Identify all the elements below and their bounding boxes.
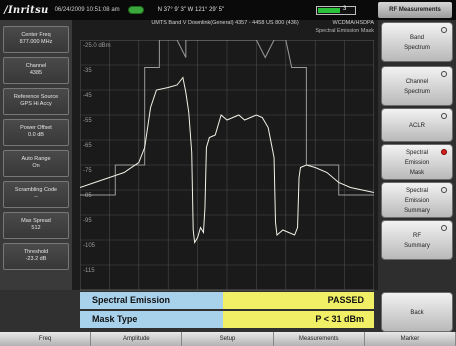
param-value: GPS Hi Accy <box>20 101 52 107</box>
param-value: 512 <box>31 225 41 231</box>
y-tick-label: -105 <box>83 243 96 249</box>
param-label: Auto Range <box>21 156 51 162</box>
softkey-label: Spectrum <box>404 89 430 95</box>
param-value: 0.0 dB <box>28 132 44 138</box>
softkey-label: Spectral <box>405 188 428 194</box>
param-value: 877.000 MHz <box>19 39 53 45</box>
softkey-label: Summary <box>404 243 430 249</box>
y-tick-label: -115 <box>83 268 95 274</box>
param-max-spread: Max Spread 512 <box>3 212 69 239</box>
softkey-label: Spectral <box>405 150 428 156</box>
softkey-back[interactable]: Back <box>381 292 453 332</box>
y-tick-label: -25.0 dBm <box>83 43 111 49</box>
result-value: PASSED <box>223 292 374 309</box>
active-indicator-icon <box>441 149 447 155</box>
softkey-label: Emission <box>404 198 430 204</box>
menu-title: RF Measurements <box>378 2 452 18</box>
param-value: -- <box>34 194 38 200</box>
menu-setup[interactable]: Setup <box>182 332 274 346</box>
band-line: UMTS Band V Downlink(General) 4357 - 445… <box>151 20 299 26</box>
result-row-emission: Spectral Emission PASSED <box>80 292 374 309</box>
indicator-icon <box>441 225 447 231</box>
softkey-label: Mask <box>409 170 425 176</box>
menu-marker[interactable]: Marker <box>364 332 456 346</box>
results-table: Spectral Emission PASSED Mask Type P < 3… <box>80 292 374 330</box>
result-row-mask-type: Mask Type P < 31 dBm <box>80 311 374 328</box>
battery-label: 3 <box>343 6 347 12</box>
softkey-panel: Band Spectrum Channel Spectrum ACLR Spectral E… <box>378 20 456 332</box>
menu-amplitude[interactable]: Amplitude <box>91 332 183 346</box>
softkey-label: Summary <box>404 208 430 214</box>
param-auto-range: Auto Range On <box>3 150 69 177</box>
param-label: Power Offset <box>20 125 52 131</box>
emission-mask-line <box>80 40 374 196</box>
indicator-icon <box>441 71 447 77</box>
spectrum-trace <box>80 76 374 245</box>
y-tick-label: -85 <box>83 193 92 199</box>
param-center-freq: Center Freq 877.000 MHz <box>3 26 69 53</box>
softkey-label: Emission <box>404 160 430 166</box>
softkey-label: Back <box>410 310 424 316</box>
indicator-icon <box>441 113 447 119</box>
softkey-band-spectrum[interactable]: Band Spectrum <box>381 22 453 62</box>
result-label: Spectral Emission <box>80 292 223 309</box>
param-label: Reference Source <box>13 94 59 100</box>
gps-status-icon <box>127 6 144 14</box>
softkey-label: Channel <box>405 79 429 85</box>
y-tick-label: -75 <box>83 168 92 174</box>
gps-coordinates: N 37° 9' 3" W 121° 29' 5" <box>157 7 225 13</box>
param-label: Channel <box>25 63 47 69</box>
spectral-emission-plot: -25.0 dBm -35 -45 -55 -65 -75 -85 -95 -105 -115 <box>80 40 374 291</box>
graph-area: UMTS Band V Downlink(General) 4357 - 445… <box>72 20 378 291</box>
softkey-channel-spectrum[interactable]: Channel Spectrum <box>381 66 453 106</box>
softkey-aclr[interactable]: ACLR <box>381 108 453 142</box>
softkey-label: Band <box>409 35 424 41</box>
indicator-icon <box>441 187 447 193</box>
param-power-offset: Power Offset 0.0 dB <box>3 119 69 146</box>
param-label: Scrambling Code <box>14 187 58 193</box>
result-value: P < 31 dBm <box>223 311 374 328</box>
param-threshold: Threshold -23.2 dB <box>3 243 69 270</box>
parameter-panel: Center Freq 877.000 MHz Channel 4385 Referen… <box>0 20 72 290</box>
param-scrambling-code: Scrambling Code -- <box>3 181 69 208</box>
param-value: On <box>32 163 40 169</box>
y-tick-label: -45 <box>83 93 92 99</box>
softkey-rf-summary[interactable]: RF Summary <box>381 220 453 260</box>
battery-fill <box>318 8 340 13</box>
y-tick-label: -65 <box>83 143 92 149</box>
indicator-icon <box>441 27 447 33</box>
softkey-label: ACLR <box>408 123 425 129</box>
battery-icon: 3 <box>316 6 356 15</box>
param-label: Max Spread <box>21 218 51 224</box>
bottom-menu: Freq Amplitude Setup Measurements Marker <box>0 332 456 346</box>
y-tick-label: -55 <box>83 118 92 124</box>
brand-logo: /Inritsu <box>4 4 49 16</box>
date-time: 06/24/2009 10:51:08 am <box>54 7 120 13</box>
softkey-label: Spectrum <box>404 45 430 51</box>
param-label: Threshold <box>23 249 49 255</box>
softkey-spectral-emission-mask[interactable]: Spectral Emission Mask <box>381 144 453 180</box>
param-channel: Channel 4385 <box>3 57 69 84</box>
mode-label: WCDMA/HSDPA <box>332 20 374 26</box>
softkey-label: RF <box>413 233 421 239</box>
softkey-spectral-emission-summary[interactable]: Spectral Emission Summary <box>381 182 453 218</box>
param-value: -23.2 dB <box>25 256 47 262</box>
status-bar: /Inritsu 06/24/2009 10:51:08 am N 37° 9'… <box>0 0 456 20</box>
y-tick-label: -95 <box>83 218 92 224</box>
menu-measurements[interactable]: Measurements <box>273 332 365 346</box>
measurement-label: Spectral Emission Mask <box>315 28 374 34</box>
param-label: Center Freq <box>21 32 51 38</box>
param-reference-source: Reference Source GPS Hi Accy <box>3 88 69 115</box>
y-tick-label: -35 <box>83 68 92 74</box>
param-value: 4385 <box>29 70 43 76</box>
menu-freq[interactable]: Freq <box>0 332 92 346</box>
result-label: Mask Type <box>80 311 223 328</box>
